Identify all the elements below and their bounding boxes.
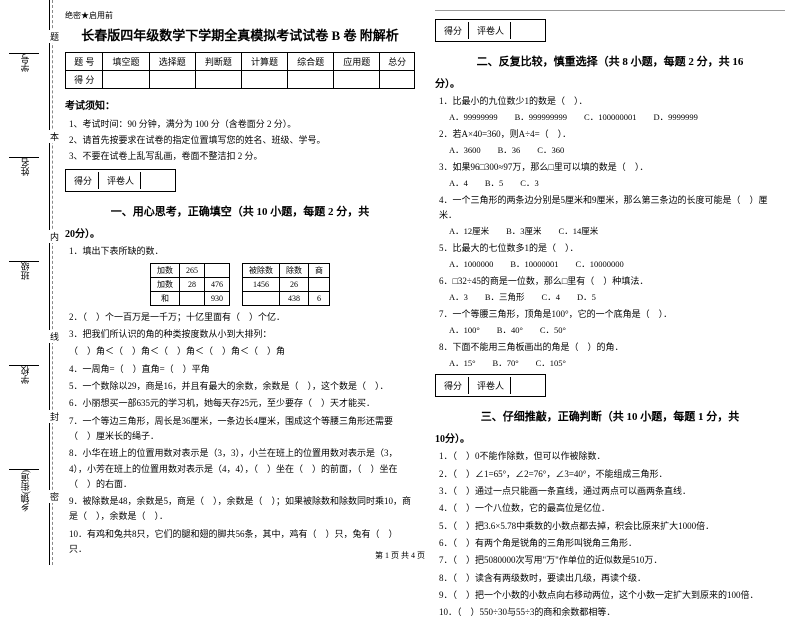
- grader-score: 得分: [438, 377, 469, 394]
- dash-label-4: 线: [48, 330, 61, 343]
- s3q3: 3．（ ）通过一点只能画一条直线，通过两点可以画两条直线．: [439, 484, 785, 499]
- s2q3: 3．如果96□300≈97万，那么□里可以填的数是（ ）．: [439, 160, 785, 175]
- binding-margin: 学号 姓名 班级 学校 乡镇(街道): [0, 0, 50, 565]
- th-num: 题 号: [66, 53, 103, 71]
- s2q2o: A．3600 B．36 C．360: [449, 144, 785, 158]
- page-footer: 第 1 页 共 4 页: [0, 550, 800, 561]
- s3q9: 9．（ ）把一个小数的小数点向右移动两位，这个小数一定扩大到原来的100倍．: [439, 588, 785, 603]
- q3: 3．把我们所认识的角的种类按度数从小到大排列：: [69, 327, 415, 342]
- label-class: 班级: [9, 261, 41, 280]
- th-comp: 综合题: [288, 53, 334, 71]
- dash-label-2: 本: [48, 130, 61, 143]
- grader-box: 得分 评卷人: [65, 169, 176, 192]
- s2q6o: A．3 B．三角形 C．4 D．5: [449, 291, 785, 305]
- row-score: 得 分: [66, 71, 103, 89]
- section2-title-cont: 分）。: [435, 75, 785, 90]
- s2q7: 7．一个等腰三角形，顶角是100°，它的一个底角是（ ）．: [439, 307, 785, 322]
- q7: 7．一个等边三角形，周长是36厘米，一条边长4厘米，围成这个等腰三角形还需要（ …: [69, 414, 415, 445]
- grader-name: 评卷人: [101, 172, 141, 189]
- s2q4o: A．12厘米 B．3厘米 C．14厘米: [449, 225, 785, 239]
- content-area: 绝密★启用前 长春版四年级数学下学期全真模拟考试试卷 B 卷 附解析 题 号 填…: [50, 0, 800, 565]
- th-judge: 判断题: [195, 53, 241, 71]
- th-calc: 计算题: [241, 53, 287, 71]
- s3q6: 6．（ ）有两个角是锐角的三角形叫锐角三角形．: [439, 536, 785, 551]
- confidential-label: 绝密★启用前: [65, 10, 415, 21]
- grader-name: 评卷人: [471, 22, 511, 39]
- s2q6: 6．□32÷45的商是一位数，那么□里有（ ）种填法．: [439, 274, 785, 289]
- section1-title-cont: 20分）。: [65, 225, 415, 240]
- th-choice: 选择题: [149, 53, 195, 71]
- dash-label-3: 内: [48, 230, 61, 243]
- label-id: 学号: [9, 53, 41, 72]
- dash-label-5: 封: [48, 410, 61, 423]
- th-fill: 填空题: [103, 53, 149, 71]
- section3-title: 三、仔细推敲，正确判断（共 10 小题，每题 1 分，共: [435, 408, 785, 424]
- s2q1: 1．比最小的九位数少1的数是（ ）．: [439, 94, 785, 109]
- s2q5: 5．比最大的七位数多1的是（ ）．: [439, 241, 785, 256]
- q5: 5．一个数除以29，商是16，并且有最大的余数，余数是（ ），这个数是（ ）．: [69, 379, 415, 394]
- notice-item: 1、考试时间：90 分钟，满分为 100 分（含卷面分 2 分）。: [69, 116, 415, 132]
- q8: 8．小华在班上的位置用数对表示是（3，3），小兰在班上的位置用数对表示是（3，4…: [69, 446, 415, 492]
- s2q3o: A．4 B．5 C．3: [449, 177, 785, 191]
- label-name: 姓名: [9, 157, 41, 176]
- s3q2: 2．（ ）∠1=65°，∠2=76°，∠3=40°，不能组成三角形．: [439, 467, 785, 482]
- s3q5: 5．（ ）把3.6×5.78中乘数的小数点都去掉，积会比原来扩大1000倍．: [439, 519, 785, 534]
- q9: 9．被除数是48，余数是5，商是（ ），余数是（ ）；如果被除数和除数同时乘10…: [69, 494, 415, 525]
- grader-box-2: 得分 评卷人: [435, 19, 546, 42]
- s2q8o: A．15° B．70° C．105°: [449, 357, 785, 371]
- q1-table: 加数265被除数除数商 加数28476145626 和9304386: [150, 263, 330, 306]
- grader-score: 得分: [438, 22, 469, 39]
- section3-title-cont: 10分）。: [435, 430, 785, 445]
- section2-title: 二、反复比较，慎重选择（共 8 小题，每题 2 分，共 16: [435, 53, 785, 69]
- notice-item: 3、不要在试卷上乱写乱画，卷面不整洁扣 2 分。: [69, 148, 415, 164]
- s3q8: 8．（ ）读含有两级数时，要读出几级，再读个级．: [439, 571, 785, 586]
- page: 学号 姓名 班级 学校 乡镇(街道) 题 本 内 线 封 密 绝密★启用前 长春…: [0, 0, 800, 565]
- dash-label-1: 题: [48, 30, 61, 43]
- exam-title: 长春版四年级数学下学期全真模拟考试试卷 B 卷 附解析: [65, 25, 415, 44]
- q6: 6．小丽想买一部635元的学习机，她每天存25元，至少要存（ ）天才能买．: [69, 396, 415, 411]
- grader-box-3: 得分 评卷人: [435, 374, 546, 397]
- notice-head: 考试须知：: [65, 97, 415, 112]
- label-school: 学校: [9, 365, 41, 384]
- th-app: 应用题: [334, 53, 380, 71]
- s3q10: 10．（ ）550÷30与55÷3的商和余数都相等．: [439, 605, 785, 620]
- th-total: 总分: [380, 53, 415, 71]
- left-column: 绝密★启用前 长春版四年级数学下学期全真模拟考试试卷 B 卷 附解析 题 号 填…: [65, 10, 415, 555]
- s2q4: 4．一个三角形的两条边分别是5厘米和9厘米，那么第三条边的长度可能是（ ）厘米．: [439, 193, 785, 224]
- q3b: （ ）角＜（ ）角＜（ ）角＜（ ）角＜（ ）角: [69, 344, 415, 359]
- q4: 4．一周角=（ ）直角=（ ）平角: [69, 362, 415, 377]
- grader-name: 评卷人: [471, 377, 511, 394]
- notice-item: 2、请首先按要求在试卷的指定位置填写您的姓名、班级、学号。: [69, 132, 415, 148]
- section1-title: 一、用心思考，正确填空（共 10 小题，每题 2 分，共: [65, 203, 415, 219]
- notice-list: 1、考试时间：90 分钟，满分为 100 分（含卷面分 2 分）。 2、请首先按…: [69, 116, 415, 165]
- grader-score: 得分: [68, 172, 99, 189]
- label-town: 乡镇(街道): [9, 469, 41, 512]
- s3q4: 4．（ ）一个八位数，它的最高位是亿位．: [439, 501, 785, 516]
- s2q1o: A．99999999 B．999999999 C．100000001 D．999…: [449, 111, 785, 125]
- s2q7o: A．100° B．40° C．50°: [449, 324, 785, 338]
- score-summary-table: 题 号 填空题 选择题 判断题 计算题 综合题 应用题 总分 得 分: [65, 52, 415, 89]
- s2q2: 2．若A×40=360，则A÷4=（ ）．: [439, 127, 785, 142]
- s3q1: 1．（ ）0不能作除数，但可以作被除数．: [439, 449, 785, 464]
- fold-line: [52, 0, 53, 565]
- divider: [435, 10, 785, 11]
- s2q8: 8．下面不能用三角板画出的角是（ ）的角．: [439, 340, 785, 355]
- dash-label-6: 密: [48, 490, 61, 503]
- s2q5o: A．1000000 B．10000001 C．10000000: [449, 258, 785, 272]
- q2: 2．（ ）个一百万是一千万；十亿里面有（ ）个亿．: [69, 310, 415, 325]
- q1: 1．填出下表所缺的数．: [69, 244, 415, 259]
- right-column: 得分 评卷人 二、反复比较，慎重选择（共 8 小题，每题 2 分，共 16 分）…: [435, 10, 785, 555]
